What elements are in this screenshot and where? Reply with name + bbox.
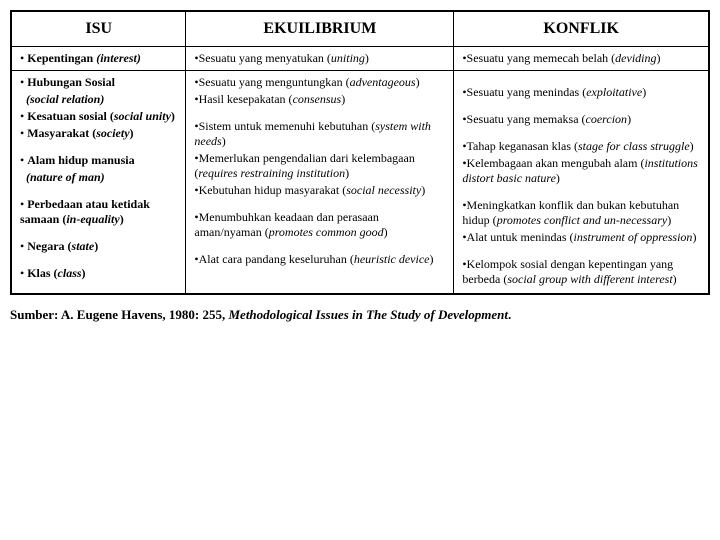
text-italic: deviding: [615, 51, 656, 65]
text: ): [430, 252, 434, 266]
source-end: .: [508, 307, 511, 322]
text: Alat cara pandang keseluruhan (: [199, 252, 354, 266]
source-citation: Sumber: A. Eugene Havens, 1980: 255, Met…: [10, 307, 710, 323]
cell-ek-interest: •Sesuatu yang menyatukan (uniting): [186, 47, 454, 71]
text: ): [384, 225, 388, 239]
text: ): [345, 166, 349, 180]
label-italic: (nature of man): [26, 170, 105, 184]
label-italic: (social relation): [26, 92, 104, 106]
comparison-table: ISU EKUILIBRIUM KONFLIK • Kepentingan (i…: [10, 10, 710, 295]
header-konflik: KONFLIK: [454, 11, 709, 47]
text-italic: consensus: [293, 92, 342, 106]
text-italic: instrument of oppression: [574, 230, 693, 244]
text: ): [673, 272, 677, 286]
text-italic: uniting: [331, 51, 365, 65]
text: Sesuatu yang memaksa (: [467, 112, 586, 126]
text-italic: coercion: [586, 112, 628, 126]
text: Sistem untuk memenuhi kebutuhan (: [199, 119, 376, 133]
text-italic: promotes common good: [269, 225, 384, 239]
text: ): [222, 134, 226, 148]
text: Alat untuk menindas (: [467, 230, 574, 244]
cell-ek-body: •Sesuatu yang menguntungkan (adventageou…: [186, 71, 454, 295]
text: Sesuatu yang menyatukan (: [199, 51, 331, 65]
cell-isu-interest: • Kepentingan (interest): [11, 47, 186, 71]
text: ): [341, 92, 345, 106]
text: Kelembagaan akan mengubah alam (: [467, 156, 645, 170]
source-text: Sumber: A. Eugene Havens, 1980: 255,: [10, 307, 228, 322]
label-bold: Masyarakat (: [27, 126, 96, 140]
text: ): [416, 75, 420, 89]
text: ): [556, 171, 560, 185]
label-italic: (interest): [96, 51, 141, 65]
label-italic: social unity: [114, 109, 171, 123]
label-bold: Kepentingan: [27, 51, 93, 65]
text-italic: adventageous: [350, 75, 416, 89]
label-italic: society: [96, 126, 129, 140]
header-row: ISU EKUILIBRIUM KONFLIK: [11, 11, 709, 47]
cell-isu-body: • Hubungan Sosial (social relation) • Ke…: [11, 71, 186, 295]
bullet: •: [20, 109, 24, 123]
text-italic: heuristic device: [354, 252, 430, 266]
bullet: •: [20, 153, 24, 167]
label-bold: Hubungan Sosial: [27, 75, 115, 89]
header-ekuilibrium: EKUILIBRIUM: [186, 11, 454, 47]
text: ): [365, 51, 369, 65]
text-italic: social necessity: [346, 183, 421, 197]
text-italic: requires restraining institution: [198, 166, 345, 180]
text: Sesuatu yang memecah belah (: [467, 51, 616, 65]
text: ): [657, 51, 661, 65]
label-bold: ): [120, 212, 124, 226]
text: Tahap keganasan klas (: [467, 139, 578, 153]
bullet: •: [20, 239, 24, 253]
bullet: •: [20, 75, 24, 89]
row-body: • Hubungan Sosial (social relation) • Ke…: [11, 71, 709, 295]
text: ): [667, 213, 671, 227]
text: ): [692, 230, 696, 244]
text-italic: social group with different interest: [507, 272, 672, 286]
label-italic: in-equality: [66, 212, 119, 226]
cell-kon-interest: •Sesuatu yang memecah belah (deviding): [454, 47, 709, 71]
label-italic: class: [58, 266, 82, 280]
label-italic: state: [72, 239, 95, 253]
label-bold: ): [82, 266, 86, 280]
text-italic: stage for class struggle: [578, 139, 690, 153]
header-isu: ISU: [11, 11, 186, 47]
label-bold: Klas (: [27, 266, 57, 280]
text: Sesuatu yang menguntungkan (: [199, 75, 350, 89]
bullet: •: [20, 266, 24, 280]
label-bold: Negara (: [27, 239, 71, 253]
text: Hasil kesepakatan (: [199, 92, 293, 106]
source-title-italic: Methodological Issues in The Study of De…: [228, 307, 508, 322]
text: Kebutuhan hidup masyarakat (: [199, 183, 347, 197]
label-bold: ): [130, 126, 134, 140]
text-italic: exploitative: [586, 85, 642, 99]
label-bold: ): [171, 109, 175, 123]
text: ): [690, 139, 694, 153]
text: Sesuatu yang menindas (: [467, 85, 587, 99]
cell-kon-body: •Sesuatu yang menindas (exploitative) •S…: [454, 71, 709, 295]
text-italic: promotes conflict and un-necessary: [497, 213, 668, 227]
bullet: •: [20, 197, 24, 211]
label-bold: ): [94, 239, 98, 253]
row-interest: • Kepentingan (interest) •Sesuatu yang m…: [11, 47, 709, 71]
text: ): [642, 85, 646, 99]
label-bold: Kesatuan sosial (: [27, 109, 114, 123]
bullet: •: [20, 126, 24, 140]
label-bold: Alam hidup manusia: [27, 153, 134, 167]
text: ): [421, 183, 425, 197]
text: ): [627, 112, 631, 126]
bullet: •: [20, 51, 24, 65]
